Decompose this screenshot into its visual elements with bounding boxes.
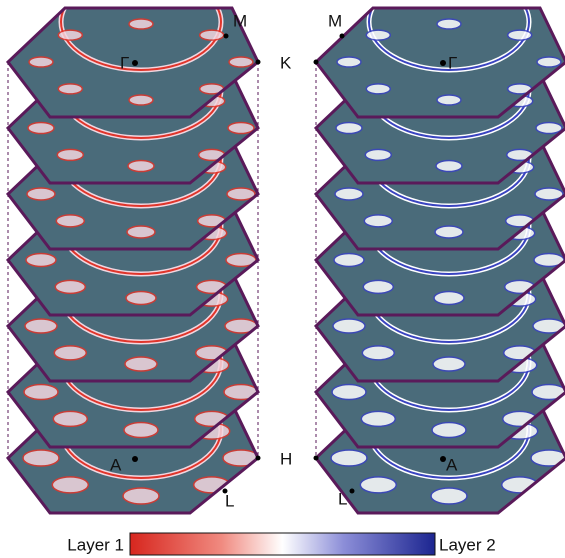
pocket xyxy=(58,84,82,94)
pocket xyxy=(434,292,464,305)
pocket xyxy=(363,280,393,293)
pocket xyxy=(366,30,390,40)
pocket xyxy=(24,385,58,400)
pocket xyxy=(337,57,361,67)
point-marker xyxy=(340,34,345,39)
point-gamma xyxy=(440,60,446,66)
pocket xyxy=(28,123,54,134)
pocket xyxy=(126,292,156,305)
pocket xyxy=(336,123,362,134)
pocket xyxy=(29,57,53,67)
pocket xyxy=(223,450,259,466)
pocket xyxy=(362,346,394,360)
label-gamma: Γ xyxy=(120,53,129,72)
figure: Layer 1 Layer 2 M K Γ H A L M Γ A L xyxy=(0,0,565,558)
point-marker xyxy=(256,60,261,65)
label-l-right: L xyxy=(338,489,347,508)
pocket xyxy=(128,161,154,172)
pocket xyxy=(537,57,561,67)
pocket xyxy=(129,95,153,105)
pocket xyxy=(431,488,467,504)
pocket xyxy=(125,357,157,371)
pocket xyxy=(25,319,57,333)
pocket xyxy=(52,477,88,493)
pocket xyxy=(508,30,532,40)
pocket xyxy=(432,423,466,438)
pocket xyxy=(437,95,461,105)
pocket xyxy=(361,411,395,426)
label-m: M xyxy=(233,11,247,30)
pocket xyxy=(53,411,87,426)
pocket xyxy=(335,188,363,200)
label-m-right: M xyxy=(328,11,342,30)
pocket xyxy=(200,30,224,40)
pocket xyxy=(364,215,392,227)
point-gamma xyxy=(132,60,138,66)
point-marker xyxy=(224,34,229,39)
point-marker xyxy=(350,489,355,494)
pocket xyxy=(360,477,396,493)
point-marker xyxy=(314,456,319,461)
colorbar xyxy=(130,533,435,555)
pocket xyxy=(56,215,84,227)
label-h: H xyxy=(280,449,292,468)
pocket xyxy=(57,149,83,160)
pocket xyxy=(26,254,56,267)
label-gamma-right: Γ xyxy=(448,53,457,72)
pocket xyxy=(334,254,364,267)
pocket xyxy=(229,57,253,67)
pocket xyxy=(435,226,463,238)
pocket xyxy=(123,488,159,504)
colorbar-right-label: Layer 2 xyxy=(439,535,496,554)
colorbar-left-label: Layer 1 xyxy=(67,535,124,554)
pocket xyxy=(536,123,562,134)
label-a: A xyxy=(110,455,122,474)
point-marker xyxy=(314,60,319,65)
pocket xyxy=(333,319,365,333)
label-l: L xyxy=(225,491,234,510)
pocket xyxy=(437,19,461,29)
pocket xyxy=(55,280,85,293)
pocket xyxy=(54,346,86,360)
pocket xyxy=(332,385,366,400)
pocket xyxy=(124,423,158,438)
pocket xyxy=(27,188,55,200)
label-a-right: A xyxy=(446,455,458,474)
stacks xyxy=(8,0,565,513)
pocket xyxy=(436,161,462,172)
pocket xyxy=(365,149,391,160)
label-k: K xyxy=(280,53,292,72)
pocket xyxy=(433,357,465,371)
pocket xyxy=(127,226,155,238)
pocket xyxy=(129,19,153,29)
pocket xyxy=(58,30,82,40)
pocket xyxy=(366,84,390,94)
pocket xyxy=(331,450,367,466)
point-a xyxy=(132,456,138,462)
pocket xyxy=(23,450,59,466)
point-marker xyxy=(256,456,261,461)
pocket xyxy=(228,123,254,134)
